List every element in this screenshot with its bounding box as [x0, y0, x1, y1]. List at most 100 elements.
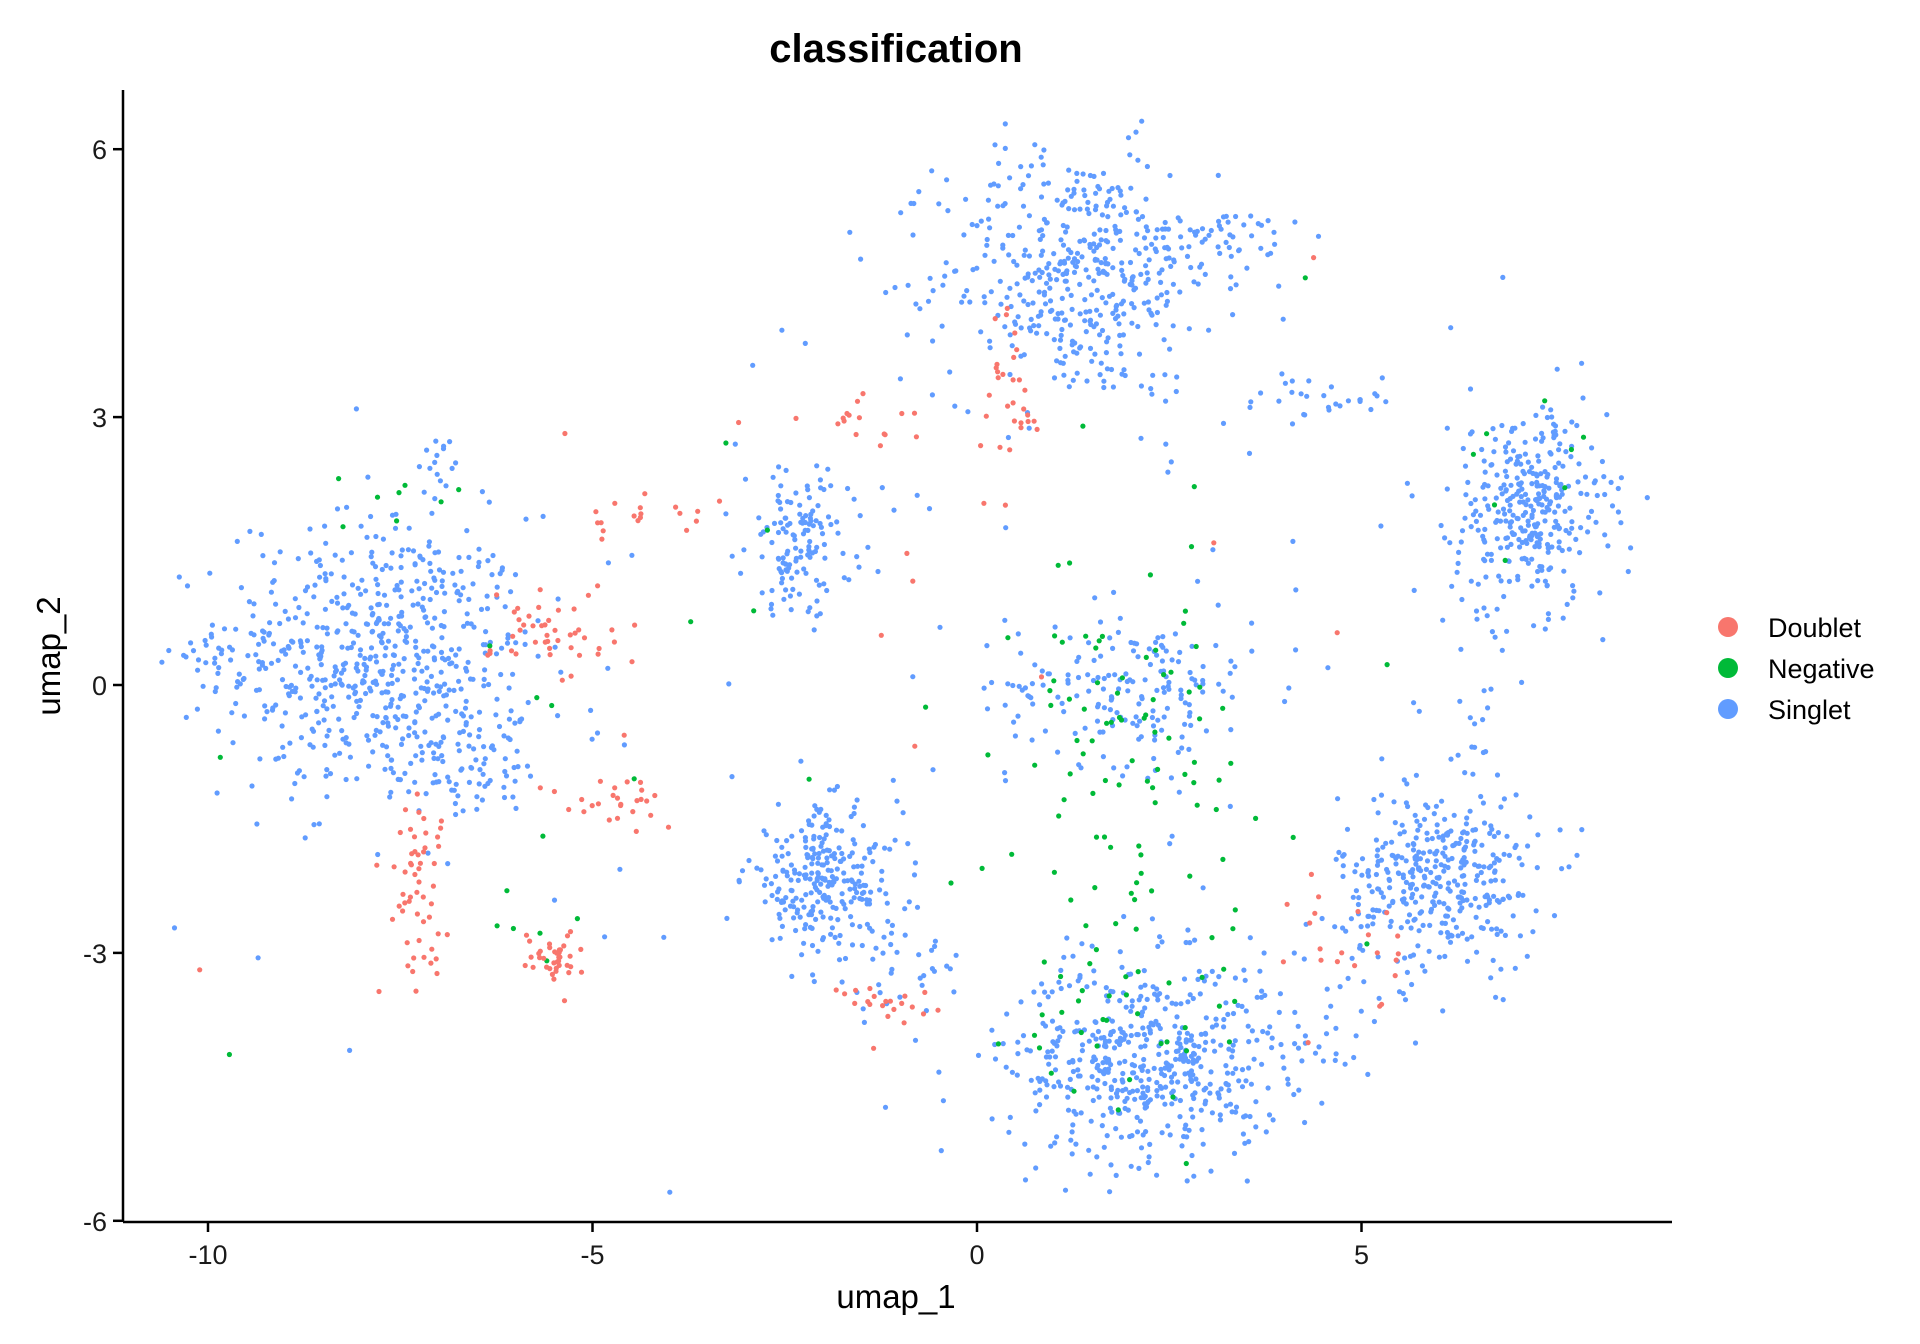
point-singlet — [1370, 907, 1376, 913]
point-singlet — [1040, 682, 1046, 688]
point-singlet — [1258, 390, 1264, 396]
point-singlet — [523, 516, 529, 522]
point-singlet — [1112, 223, 1118, 229]
point-singlet — [450, 570, 456, 576]
point-singlet — [1155, 997, 1161, 1003]
point-doublet — [618, 802, 624, 809]
point-singlet — [1113, 307, 1119, 313]
point-singlet — [807, 876, 813, 882]
point-singlet — [440, 446, 447, 452]
point-singlet — [815, 874, 821, 880]
point-negative — [1168, 669, 1174, 675]
point-negative — [537, 930, 543, 936]
point-singlet — [1375, 858, 1381, 865]
point-doublet — [433, 956, 439, 962]
point-singlet — [1442, 845, 1448, 851]
point-singlet — [509, 671, 516, 677]
point-singlet — [406, 789, 412, 795]
point-singlet — [1358, 924, 1364, 930]
point-singlet — [1208, 1168, 1214, 1174]
point-singlet — [969, 221, 975, 228]
point-singlet — [1054, 1134, 1060, 1140]
point-singlet — [363, 664, 370, 670]
point-negative — [979, 865, 985, 872]
point-singlet — [395, 704, 401, 710]
point-singlet — [1269, 1045, 1275, 1051]
point-singlet — [1468, 578, 1474, 584]
point-singlet — [952, 403, 958, 409]
point-singlet — [866, 846, 872, 852]
point-singlet — [1018, 999, 1024, 1005]
point-doublet — [1025, 418, 1031, 425]
point-singlet — [768, 606, 774, 612]
point-singlet — [481, 683, 487, 689]
legend-key-doublet — [1718, 617, 1738, 637]
point-singlet — [1522, 491, 1529, 497]
point-singlet — [1239, 1084, 1246, 1090]
point-singlet — [811, 881, 817, 887]
point-singlet — [1199, 1127, 1205, 1133]
point-singlet — [1223, 1103, 1229, 1109]
point-singlet — [476, 709, 483, 715]
point-singlet — [602, 934, 608, 940]
point-negative — [1153, 647, 1159, 653]
point-singlet — [1226, 244, 1232, 251]
point-singlet — [1160, 634, 1166, 640]
point-singlet — [873, 945, 879, 951]
point-singlet — [1208, 227, 1214, 234]
point-singlet — [779, 570, 785, 576]
point-doublet — [567, 929, 574, 935]
point-doublet — [1395, 933, 1401, 939]
point-singlet — [1360, 947, 1366, 953]
point-singlet — [802, 875, 809, 881]
point-singlet — [345, 645, 351, 651]
point-singlet — [1365, 1071, 1371, 1077]
point-singlet — [456, 748, 462, 754]
point-singlet — [1229, 1054, 1235, 1060]
point-singlet — [273, 601, 279, 607]
point-singlet — [1333, 1051, 1339, 1057]
point-doublet — [1004, 305, 1010, 311]
point-singlet — [1192, 229, 1198, 235]
point-singlet — [870, 859, 876, 865]
point-singlet — [373, 620, 379, 627]
point-singlet — [1163, 398, 1169, 404]
point-doublet — [411, 955, 417, 961]
point-singlet — [1186, 713, 1192, 719]
point-singlet — [246, 599, 252, 605]
point-singlet — [806, 521, 812, 527]
point-singlet — [1560, 615, 1566, 621]
point-singlet — [1129, 998, 1135, 1004]
point-singlet — [1151, 755, 1157, 762]
point-singlet — [1416, 928, 1422, 934]
point-singlet — [1516, 855, 1522, 861]
point-singlet — [1208, 1069, 1214, 1075]
point-singlet — [1118, 301, 1125, 307]
point-singlet — [1498, 966, 1504, 972]
point-singlet — [1077, 1073, 1083, 1079]
point-singlet — [1228, 727, 1234, 733]
point-singlet — [1421, 882, 1427, 888]
point-singlet — [1321, 393, 1327, 399]
point-singlet — [1002, 121, 1008, 127]
point-doublet — [695, 508, 701, 514]
point-singlet — [1233, 213, 1239, 220]
point-singlet — [824, 587, 830, 594]
point-singlet — [256, 687, 262, 693]
point-singlet — [1247, 1113, 1253, 1120]
point-singlet — [763, 876, 769, 882]
point-singlet — [1469, 744, 1475, 750]
point-singlet — [1224, 1070, 1231, 1076]
point-singlet — [841, 901, 847, 907]
point-doublet — [1284, 901, 1290, 907]
point-singlet — [1459, 889, 1465, 895]
point-singlet — [1320, 1058, 1326, 1064]
point-singlet — [334, 629, 340, 635]
point-singlet — [329, 598, 335, 605]
point-negative — [1187, 873, 1193, 879]
point-singlet — [1128, 639, 1134, 646]
point-singlet — [318, 662, 324, 668]
point-singlet — [320, 677, 326, 683]
point-singlet — [261, 638, 267, 644]
